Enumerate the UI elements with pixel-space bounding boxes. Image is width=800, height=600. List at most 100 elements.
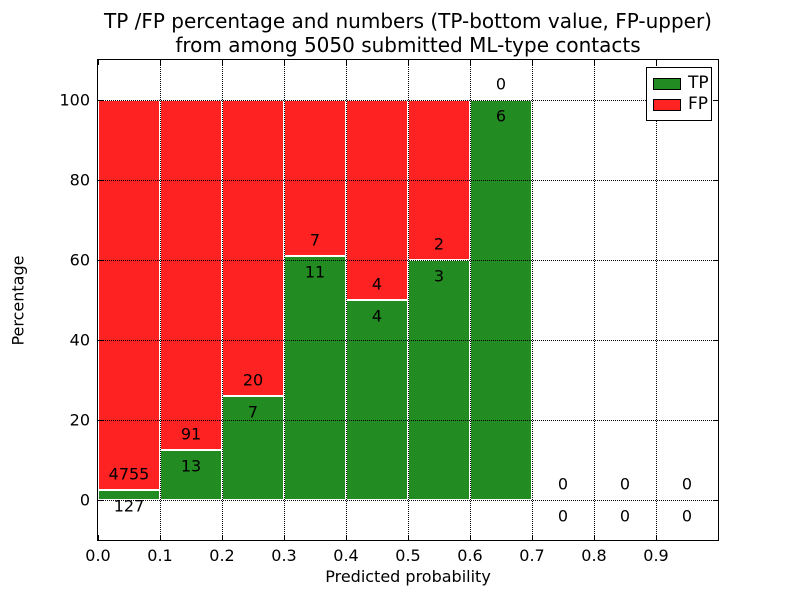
legend-label-fp: FP [688, 94, 709, 114]
fp-count-label: 4 [371, 274, 383, 294]
gridline-vertical [222, 60, 223, 540]
legend: TP FP [646, 67, 712, 121]
x-tick-mark [594, 60, 595, 65]
bar-tp-segment [98, 489, 160, 500]
gridline-vertical [160, 60, 161, 540]
x-tick-label: 0.4 [333, 546, 359, 565]
y-tick-mark [713, 420, 718, 421]
bar-fp-segment [346, 100, 408, 300]
x-tick-label: 0.8 [581, 546, 607, 565]
fp-count-label: 4755 [108, 464, 150, 484]
y-tick-mark [713, 180, 718, 181]
y-tick-label: 100 [59, 90, 90, 110]
fp-count-label: 91 [180, 424, 202, 444]
x-tick-mark [160, 535, 161, 540]
bar-tp-segment [346, 300, 408, 500]
x-tick-mark [222, 535, 223, 540]
tp-count-label: 6 [495, 106, 507, 126]
fp-count-label: 0 [495, 74, 507, 94]
y-tick-label: 60 [69, 250, 90, 270]
x-tick-mark [346, 60, 347, 65]
gridline-vertical [284, 60, 285, 540]
fp-count-label: 0 [619, 474, 631, 494]
x-tick-mark [532, 60, 533, 65]
chart-title: TP /FP percentage and numbers (TP-bottom… [98, 9, 718, 57]
x-tick-mark [98, 535, 99, 540]
x-tick-mark [532, 535, 533, 540]
y-tick-mark [98, 420, 103, 421]
gridline-vertical [346, 60, 347, 540]
legend-swatch-tp [653, 77, 681, 90]
x-tick-mark [222, 60, 223, 65]
x-tick-label: 0.2 [209, 546, 235, 565]
y-tick-mark [98, 180, 103, 181]
legend-label-tp: TP [688, 73, 709, 93]
y-tick-label: 0 [79, 490, 90, 510]
x-tick-mark [656, 60, 657, 65]
gridline-vertical [470, 60, 471, 540]
legend-item-tp: TP [653, 73, 709, 94]
tp-count-label: 13 [180, 456, 202, 476]
bar-tp-segment [222, 396, 284, 500]
tp-count-label: 7 [247, 402, 259, 422]
gridline-vertical [532, 60, 533, 540]
legend-swatch-fp [653, 98, 681, 111]
x-axis-label: Predicted probability [325, 567, 491, 586]
x-tick-label: 0.6 [457, 546, 483, 565]
bar-tp-segment [284, 255, 346, 500]
x-tick-label: 0.1 [147, 546, 173, 565]
fp-count-label: 20 [242, 370, 264, 390]
y-tick-label: 40 [69, 330, 90, 350]
x-tick-mark [408, 60, 409, 65]
gridlines-layer [98, 60, 718, 540]
tp-count-label: 0 [557, 506, 569, 526]
x-tick-label: 0.5 [395, 546, 421, 565]
y-tick-mark [98, 260, 103, 261]
y-tick-mark [98, 500, 103, 501]
y-tick-label: 80 [69, 170, 90, 190]
x-tick-label: 0.9 [643, 546, 669, 565]
y-axis-label: Percentage [8, 255, 28, 346]
chart-title-line1: TP /FP percentage and numbers (TP-bottom… [104, 9, 712, 33]
x-tick-mark [160, 60, 161, 65]
fp-count-label: 0 [557, 474, 569, 494]
count-labels-layer: 4755 127 91 13 20 7 7 11 4 4 2 3 0 6 0 0 0 0 0 0 [98, 60, 718, 540]
bars-layer [98, 60, 718, 540]
x-tick-mark [470, 60, 471, 65]
x-tick-mark [284, 535, 285, 540]
y-tick-mark [98, 100, 103, 101]
y-tick-label: 20 [69, 410, 90, 430]
ticks-layer [98, 60, 718, 540]
tp-count-label: 3 [433, 266, 445, 286]
x-tick-mark [470, 535, 471, 540]
tp-count-label: 0 [619, 506, 631, 526]
x-tick-label: 0.3 [271, 546, 297, 565]
bar-tp-segment [408, 260, 470, 500]
y-tick-mark [713, 100, 718, 101]
x-tick-label: 0.0 [85, 546, 111, 565]
fp-count-label: 2 [433, 234, 445, 254]
x-tick-mark [98, 60, 99, 65]
x-tick-mark [284, 60, 285, 65]
x-tick-mark [656, 535, 657, 540]
x-tick-mark [408, 535, 409, 540]
y-tick-mark [98, 340, 103, 341]
bar-fp-segment [222, 100, 284, 397]
tp-count-label: 4 [371, 306, 383, 326]
tp-count-label: 127 [113, 496, 145, 516]
bar-fp-segment [284, 100, 346, 256]
y-tick-mark [713, 500, 718, 501]
tp-count-label: 11 [304, 262, 326, 282]
gridline-vertical [656, 60, 657, 540]
bar-fp-segment [98, 100, 160, 490]
x-tick-label: 0.7 [519, 546, 545, 565]
fp-count-label: 0 [681, 474, 693, 494]
bar-fp-segment [160, 100, 222, 450]
fp-count-label: 7 [309, 230, 321, 250]
chart-title-line2: from among 5050 submitted ML-type contac… [175, 33, 641, 57]
x-tick-mark [346, 535, 347, 540]
y-tick-mark [713, 260, 718, 261]
gridline-vertical [408, 60, 409, 540]
legend-item-fp: FP [653, 94, 709, 115]
